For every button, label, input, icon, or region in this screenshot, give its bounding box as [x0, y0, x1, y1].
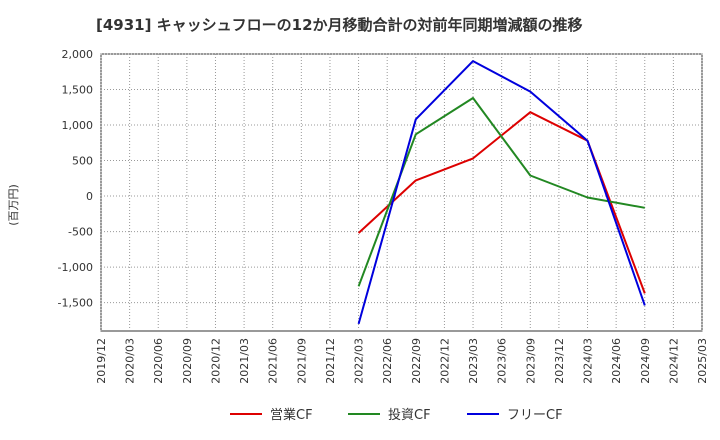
x-tick-label: 2021/06: [267, 338, 280, 384]
y-tick-label: -1,000: [58, 261, 93, 274]
y-tick-label: 500: [72, 155, 93, 168]
x-tick-label: 2022/06: [381, 338, 394, 384]
x-tick-label: 2021/12: [324, 338, 337, 384]
series-line-2: [357, 97, 645, 287]
x-tick-label: 2019/12: [95, 338, 108, 384]
y-axis-label: (百万円): [7, 184, 20, 226]
x-ticks: 2019/12 2020/03 2020/06 2020/09 2020/12 2021/…: [95, 338, 709, 384]
x-tick-label: 2023/03: [467, 338, 480, 384]
series-lines: [357, 60, 646, 325]
legend-label: 営業CF: [270, 407, 313, 423]
y-ticks: 2,000 1,500 1,000 500 0 -500 -1,000 -1,500: [58, 48, 93, 310]
x-tick-label: 2020/03: [124, 338, 137, 384]
x-tick-label: 2020/09: [181, 338, 194, 384]
series-line-1: [357, 111, 646, 294]
legend: 営業CF 投資CF フリーCF: [230, 407, 563, 423]
x-tick-label: 2020/06: [152, 338, 165, 384]
x-tick-label: 2024/09: [639, 338, 652, 384]
x-tick-label: 2021/09: [295, 338, 308, 384]
x-tick-label: 2023/09: [524, 338, 537, 384]
series-line-3: [357, 60, 646, 325]
y-tick-label: 1,500: [62, 84, 94, 97]
x-tick-label: 2021/03: [238, 338, 251, 384]
x-tick-label: 2024/06: [610, 338, 623, 384]
y-tick-label: 0: [86, 190, 93, 203]
x-tick-label: 2024/12: [667, 338, 680, 384]
chart-title: [4931] キャッシュフローの12か月移動合計の対前年同期増減額の推移: [96, 16, 583, 34]
legend-label: 投資CF: [388, 407, 431, 423]
y-tick-label: -1,500: [58, 297, 93, 310]
legend-label: フリーCF: [507, 408, 563, 423]
x-tick-label: 2025/03: [696, 338, 709, 384]
y-tick-label: 1,000: [62, 119, 94, 132]
x-tick-label: 2023/12: [553, 338, 566, 384]
x-tick-label: 2022/12: [438, 338, 451, 384]
y-tick-label: 2,000: [62, 48, 94, 61]
x-tick-label: 2024/03: [582, 338, 595, 384]
x-tick-label: 2022/09: [410, 338, 423, 384]
x-tick-label: 2020/12: [209, 338, 222, 384]
grid: [100, 53, 703, 331]
x-tick-label: 2023/06: [496, 338, 509, 384]
x-tick-label: 2022/03: [353, 338, 366, 384]
y-tick-label: -500: [68, 226, 93, 239]
